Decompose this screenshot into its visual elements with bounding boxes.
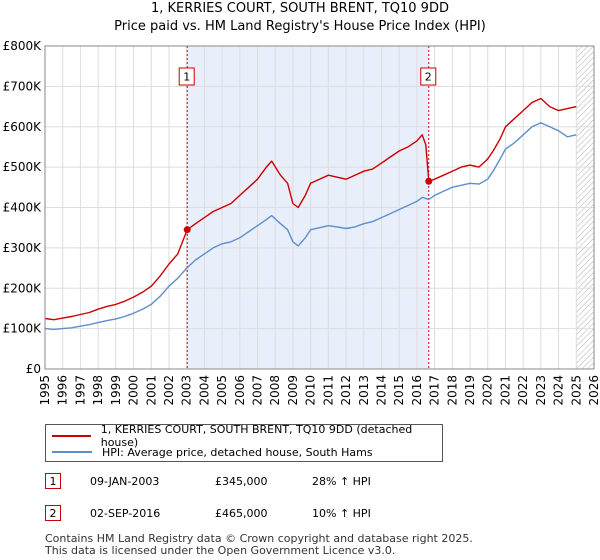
- transaction-hpi-change: 10% ↑ HPI: [312, 507, 371, 520]
- x-tick-label: 2017: [428, 375, 442, 406]
- x-tick-label: 1995: [38, 375, 52, 406]
- annotation-box: [420, 67, 437, 86]
- transaction-price: £345,000: [215, 475, 268, 488]
- chart-title-line-2: Price paid vs. HM Land Registry's House …: [114, 19, 486, 34]
- annotation-label: 2: [425, 71, 432, 84]
- transaction-hpi-change: 28% ↑ HPI: [312, 475, 371, 488]
- legend-item-property: 1, KERRIES COURT, SOUTH BRENT, TQ10 9DD …: [52, 423, 442, 449]
- x-tick-label: 2002: [162, 375, 176, 406]
- y-tick-label: £500K: [3, 160, 43, 174]
- y-tick-label: £700K: [3, 79, 43, 93]
- x-tick-label: 2022: [516, 375, 530, 406]
- x-tick-label: 2005: [215, 375, 229, 406]
- transaction-price: £465,000: [215, 507, 268, 520]
- property-price-line: [44, 97, 577, 321]
- x-tick-label: 2013: [357, 375, 371, 406]
- x-tick-label: 2021: [498, 375, 512, 406]
- y-tick-label: £600K: [3, 120, 43, 134]
- x-tick-label: 2011: [321, 375, 335, 406]
- x-tick-label: 2009: [286, 375, 300, 406]
- transaction-date: 09-JAN-2003: [90, 475, 160, 488]
- x-tick-label: 2000: [127, 375, 141, 406]
- chart-plot: 1 2 £0 £100K £200K £300K £400K £500K £600K £700K £…: [3, 39, 600, 406]
- x-tick-label: 2010: [304, 375, 318, 406]
- y-tick-label: £100K: [3, 322, 43, 336]
- plot-frame: [44, 45, 595, 370]
- y-tick-label: £300K: [3, 241, 43, 255]
- x-tick-label: 2020: [481, 375, 495, 406]
- y-tick-label: £200K: [3, 281, 43, 295]
- transaction-badge: 2: [45, 505, 61, 521]
- x-tick-label: 2001: [144, 375, 158, 406]
- x-tick-label: 1999: [109, 375, 123, 406]
- x-tick-label: 2008: [268, 375, 282, 406]
- x-tick-label: 1998: [91, 375, 105, 406]
- legend-swatch-hpi: [52, 451, 92, 453]
- x-tick-label: 2015: [392, 375, 406, 406]
- footer-copyright: Contains HM Land Registry data © Crown c…: [45, 532, 473, 545]
- transaction-badge: 1: [45, 473, 61, 489]
- x-tick-label: 2003: [180, 375, 194, 406]
- x-tick-label: 1996: [56, 375, 70, 406]
- x-tick-label: 2004: [197, 375, 211, 406]
- x-tick-label: 2007: [251, 375, 265, 406]
- x-tick-label: 2006: [233, 375, 247, 406]
- annotation-box: [178, 67, 195, 86]
- x-tick-label: 2018: [445, 375, 459, 406]
- footer-licence: This data is licensed under the Open Gov…: [45, 544, 396, 557]
- sale-point: [425, 177, 433, 185]
- y-tick-label: £400K: [3, 201, 43, 215]
- x-tick-label: 2025: [569, 375, 583, 406]
- x-tick-label: 2019: [463, 375, 477, 406]
- chart-legend: 1, KERRIES COURT, SOUTH BRENT, TQ10 9DD …: [45, 423, 443, 462]
- annotation-label: 1: [183, 71, 190, 84]
- x-tick-label: 2024: [552, 375, 566, 406]
- x-tick-label: 2023: [534, 375, 548, 406]
- y-tick-label: £0: [26, 362, 41, 376]
- legend-swatch-property: [52, 435, 91, 437]
- hpi-line: [44, 122, 577, 331]
- legend-item-hpi: HPI: Average price, detached house, Sout…: [52, 444, 373, 460]
- x-tick-label: 2016: [410, 375, 424, 406]
- x-tick-label: 2026: [587, 375, 600, 406]
- x-tick-label: 1997: [73, 375, 87, 406]
- legend-label-hpi: HPI: Average price, detached house, Sout…: [102, 445, 373, 459]
- y-tick-label: £800K: [3, 39, 43, 53]
- transaction-date: 02-SEP-2016: [90, 507, 161, 520]
- x-tick-label: 2014: [374, 375, 388, 406]
- legend-label-property: 1, KERRIES COURT, SOUTH BRENT, TQ10 9DD …: [100, 423, 413, 449]
- sale-point: [183, 226, 191, 234]
- chart-title-line-1: 1, KERRIES COURT, SOUTH BRENT, TQ10 9DD: [151, 1, 449, 16]
- x-tick-label: 2012: [339, 375, 353, 406]
